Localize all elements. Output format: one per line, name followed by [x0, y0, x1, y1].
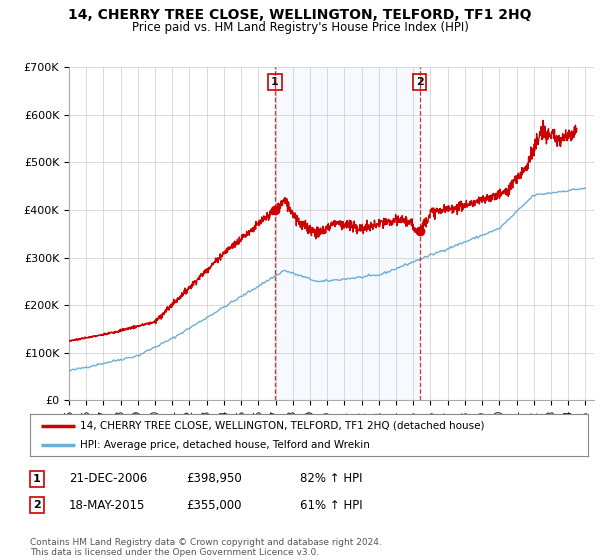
- Text: 14, CHERRY TREE CLOSE, WELLINGTON, TELFORD, TF1 2HQ (detached house): 14, CHERRY TREE CLOSE, WELLINGTON, TELFO…: [80, 421, 485, 431]
- Text: 82% ↑ HPI: 82% ↑ HPI: [300, 472, 362, 486]
- Text: 21-DEC-2006: 21-DEC-2006: [69, 472, 147, 486]
- Text: 2: 2: [33, 500, 41, 510]
- Text: 18-MAY-2015: 18-MAY-2015: [69, 498, 145, 512]
- Text: HPI: Average price, detached house, Telford and Wrekin: HPI: Average price, detached house, Telf…: [80, 440, 370, 450]
- Bar: [275, 67, 420, 400]
- Text: Price paid vs. HM Land Registry's House Price Index (HPI): Price paid vs. HM Land Registry's House …: [131, 21, 469, 34]
- Text: £398,950: £398,950: [186, 472, 242, 486]
- Text: £355,000: £355,000: [186, 498, 241, 512]
- Text: 2: 2: [416, 77, 424, 87]
- Text: 61% ↑ HPI: 61% ↑ HPI: [300, 498, 362, 512]
- Text: Contains HM Land Registry data © Crown copyright and database right 2024.
This d: Contains HM Land Registry data © Crown c…: [30, 538, 382, 557]
- Text: 1: 1: [33, 474, 41, 484]
- Text: 1: 1: [271, 77, 279, 87]
- Text: 14, CHERRY TREE CLOSE, WELLINGTON, TELFORD, TF1 2HQ: 14, CHERRY TREE CLOSE, WELLINGTON, TELFO…: [68, 8, 532, 22]
